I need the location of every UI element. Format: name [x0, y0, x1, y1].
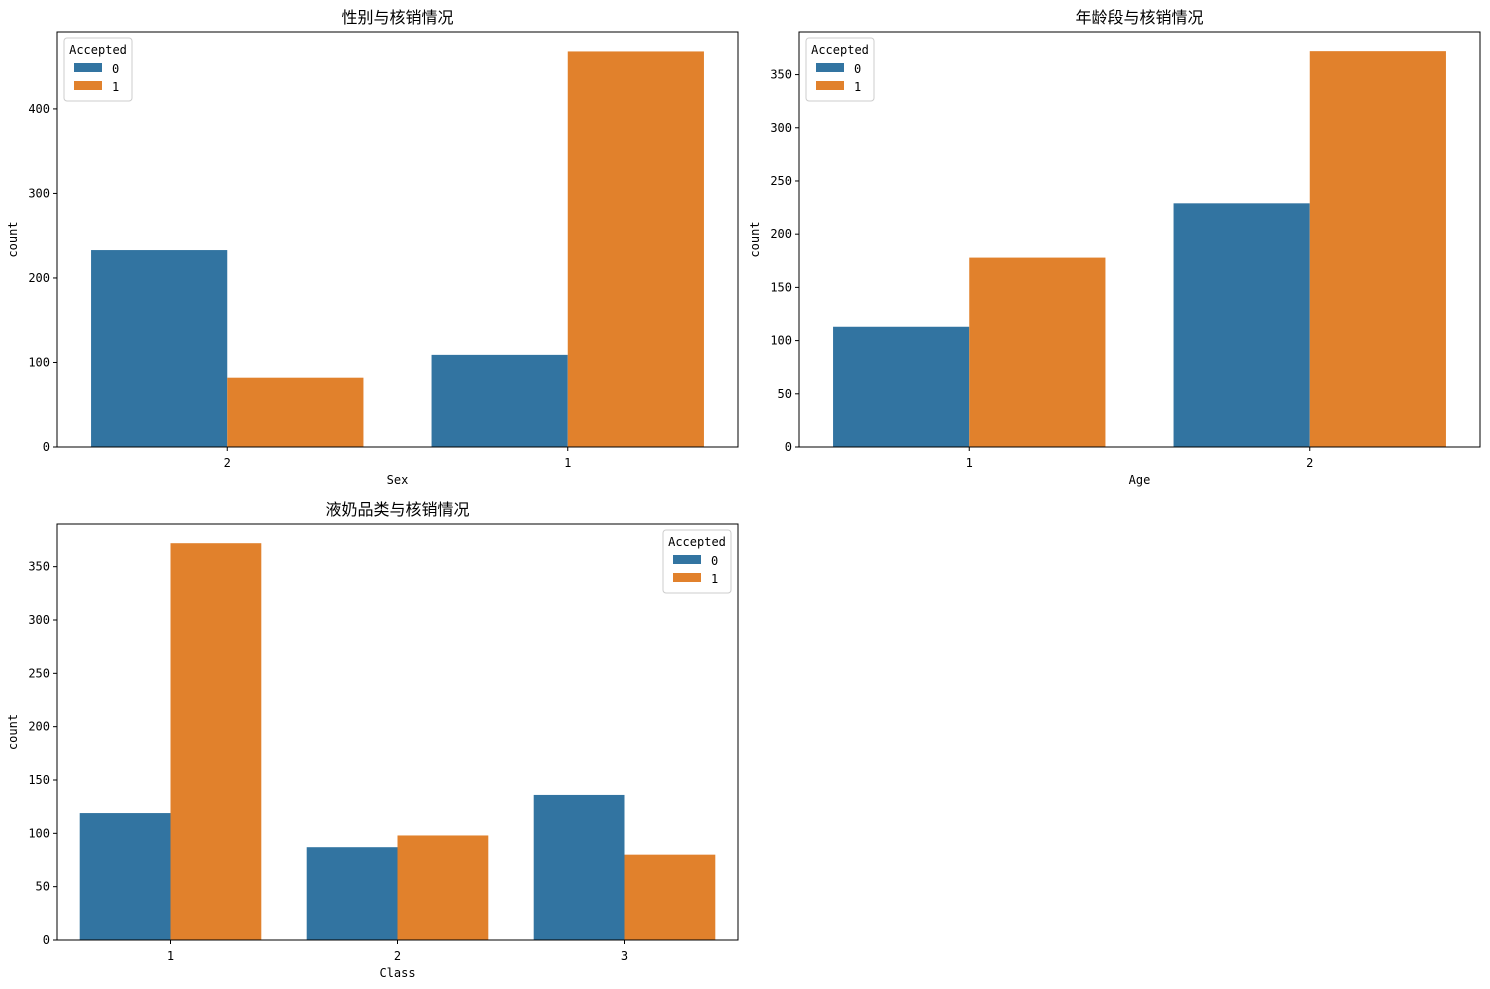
legend: Accepted 0 1: [805, 37, 875, 102]
legend-label-0: 0: [854, 62, 861, 76]
legend-label-1: 1: [854, 80, 861, 94]
y-tick-label: 100: [28, 826, 50, 840]
legend-title: Accepted: [668, 535, 726, 549]
y-tick-label: 200: [28, 720, 50, 734]
x-tick-label: 1: [966, 456, 973, 470]
legend: Accepted 0 1: [662, 529, 732, 594]
bar-2-accepted-1: [227, 377, 364, 447]
chart-panel-2: 年龄段与核销情况 1 2 0 50 100 150 200 250 300 350 Age count A…: [748, 8, 1481, 487]
legend-swatch-0: [74, 63, 102, 72]
y-tick-label: 0: [43, 440, 50, 454]
y-axis-label: count: [748, 221, 762, 257]
y-tick-label: 0: [785, 440, 792, 454]
plot-frame: [56, 31, 739, 448]
y-tick-label: 50: [36, 880, 50, 894]
bar-2-accepted-1: [1309, 51, 1446, 448]
chart-panel-3: 液奶品类与核销情况 1 2 3 0 50 100 150 200 250 300 350 Class co…: [6, 500, 739, 980]
y-tick-label: 400: [28, 102, 50, 116]
y-tick-label: 100: [770, 334, 792, 348]
legend-label-0: 0: [711, 554, 718, 568]
legend-title: Accepted: [69, 43, 127, 57]
y-tick-label: 350: [770, 68, 792, 82]
y-tick-label: 250: [28, 666, 50, 680]
x-axis-label: Class: [379, 966, 415, 980]
legend: Accepted 0 1: [63, 37, 133, 102]
bar-1-accepted-1: [170, 543, 262, 940]
plot-frame: [56, 523, 739, 941]
legend-swatch-0: [673, 555, 701, 564]
y-tick-label: 350: [28, 560, 50, 574]
chart-title: 年龄段与核销情况: [1075, 8, 1203, 27]
y-tick-label: 300: [28, 186, 50, 200]
x-tick-label: 2: [224, 456, 231, 470]
y-tick-label: 300: [770, 121, 792, 135]
y-tick-label: 200: [28, 271, 50, 285]
y-axis-label: count: [6, 714, 20, 750]
legend-label-0: 0: [112, 62, 119, 76]
y-tick-label: 100: [28, 355, 50, 369]
bar-1-accepted-0: [431, 354, 568, 447]
bar-2-accepted-0: [306, 847, 398, 940]
x-tick-label: 2: [1306, 456, 1313, 470]
legend-label-1: 1: [112, 80, 119, 94]
bar-1-accepted-1: [969, 257, 1106, 447]
bar-2-accepted-0: [1173, 203, 1310, 447]
plot-frame: [798, 31, 1481, 448]
legend-swatch-1: [673, 573, 701, 582]
y-tick-label: 150: [770, 280, 792, 294]
x-tick-label: 3: [621, 949, 628, 963]
y-axis-label: count: [6, 221, 20, 257]
bar-1-accepted-0: [79, 813, 171, 940]
x-tick-label: 2: [394, 949, 401, 963]
legend-swatch-1: [74, 81, 102, 90]
legend-swatch-0: [816, 63, 844, 72]
legend-label-1: 1: [711, 572, 718, 586]
y-tick-label: 300: [28, 613, 50, 627]
legend-title: Accepted: [811, 43, 869, 57]
chart-title: 性别与核销情况: [341, 8, 453, 27]
bar-1-accepted-0: [833, 326, 970, 447]
x-tick-label: 1: [564, 456, 571, 470]
y-tick-label: 200: [770, 227, 792, 241]
y-tick-label: 50: [778, 387, 792, 401]
bar-1-accepted-1: [567, 51, 704, 448]
chart-title: 液奶品类与核销情况: [325, 500, 469, 519]
x-axis-label: Sex: [387, 473, 409, 487]
chart-panel-1: 性别与核销情况 2 1 0 100 200 300 400 Sex count Accepted 0 1: [6, 8, 739, 487]
y-tick-label: 150: [28, 773, 50, 787]
x-tick-label: 1: [167, 949, 174, 963]
bar-2-accepted-0: [91, 250, 228, 447]
bar-3-accepted-0: [533, 794, 625, 940]
y-tick-label: 0: [43, 933, 50, 947]
legend-swatch-1: [816, 81, 844, 90]
bar-3-accepted-1: [624, 854, 716, 940]
y-tick-label: 250: [770, 174, 792, 188]
x-axis-label: Age: [1129, 473, 1151, 487]
bar-2-accepted-1: [397, 835, 489, 940]
